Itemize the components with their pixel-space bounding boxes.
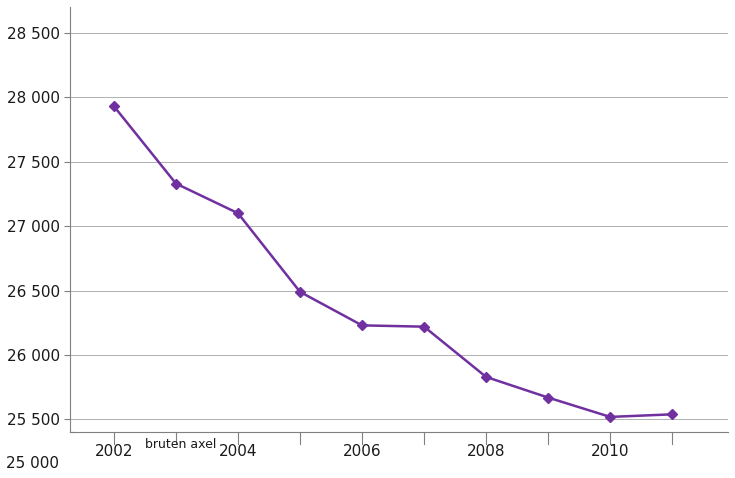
Text: 2010: 2010 xyxy=(591,444,629,459)
Text: 25 000: 25 000 xyxy=(6,456,59,471)
Text: 2006: 2006 xyxy=(343,444,381,459)
Text: 2002: 2002 xyxy=(95,444,133,459)
Text: bruten axel: bruten axel xyxy=(145,438,216,451)
Text: 2008: 2008 xyxy=(467,444,506,459)
Text: 2004: 2004 xyxy=(219,444,257,459)
